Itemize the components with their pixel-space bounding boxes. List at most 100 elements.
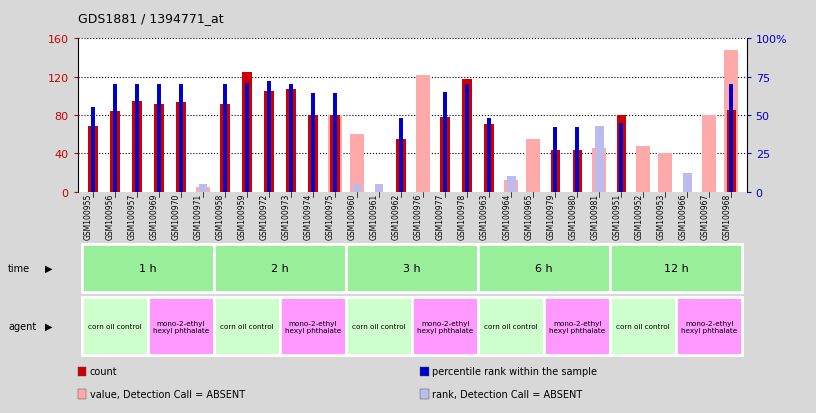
Text: mono-2-ethyl
hexyl phthalate: mono-2-ethyl hexyl phthalate	[285, 320, 341, 333]
Bar	[726, 111, 736, 192]
Text: GSM100968: GSM100968	[722, 193, 731, 239]
Bar	[179, 85, 183, 192]
Bar	[610, 244, 743, 292]
Text: ▶: ▶	[45, 263, 52, 273]
Text: GSM100972: GSM100972	[260, 193, 269, 239]
Bar	[478, 297, 544, 355]
Text: GSM100966: GSM100966	[678, 193, 687, 239]
Bar	[280, 297, 346, 355]
Bar	[727, 177, 736, 192]
Text: 3 h: 3 h	[403, 263, 421, 273]
Bar	[286, 90, 295, 192]
Text: corn oil control: corn oil control	[88, 323, 142, 329]
Text: GSM100978: GSM100978	[458, 193, 467, 239]
Bar	[157, 85, 161, 192]
Bar	[487, 119, 491, 192]
Text: mono-2-ethyl
hexyl phthalate: mono-2-ethyl hexyl phthalate	[681, 320, 738, 333]
Bar	[214, 244, 346, 292]
Text: GSM100952: GSM100952	[634, 193, 643, 239]
Bar	[658, 154, 672, 192]
Bar	[333, 94, 337, 192]
Bar	[636, 146, 650, 192]
Bar	[328, 116, 342, 192]
Bar	[465, 85, 469, 192]
Bar	[573, 151, 582, 192]
Text: GSM100961: GSM100961	[370, 193, 379, 239]
Bar	[375, 184, 384, 192]
Bar	[485, 125, 494, 192]
Bar	[198, 184, 207, 192]
Text: percentile rank within the sample: percentile rank within the sample	[432, 366, 597, 376]
Text: GSM100957: GSM100957	[128, 193, 137, 239]
Text: GSM100955: GSM100955	[84, 193, 93, 239]
Bar	[441, 118, 450, 192]
Bar	[264, 92, 273, 192]
Text: mono-2-ethyl
hexyl phthalate: mono-2-ethyl hexyl phthalate	[549, 320, 605, 333]
Text: GSM100960: GSM100960	[348, 193, 357, 239]
Text: GSM100958: GSM100958	[216, 193, 225, 239]
Text: GSM100979: GSM100979	[546, 193, 555, 239]
Bar	[544, 297, 610, 355]
Bar	[110, 112, 120, 192]
Bar	[88, 127, 98, 192]
Text: GSM100976: GSM100976	[414, 193, 423, 239]
Text: GSM100970: GSM100970	[172, 193, 181, 239]
Bar	[148, 297, 214, 355]
Bar	[196, 187, 211, 192]
Text: GSM100981: GSM100981	[590, 193, 599, 239]
Text: 2 h: 2 h	[271, 263, 289, 273]
Bar	[267, 82, 271, 192]
Bar	[553, 128, 557, 192]
Bar	[463, 79, 472, 192]
Text: GSM100969: GSM100969	[150, 193, 159, 239]
Text: 1 h: 1 h	[140, 263, 157, 273]
Bar	[702, 116, 716, 192]
Bar	[610, 297, 676, 355]
Bar	[399, 119, 403, 192]
Bar	[617, 116, 626, 192]
Text: GSM100963: GSM100963	[480, 193, 489, 239]
Bar	[353, 184, 361, 192]
Bar	[592, 149, 606, 192]
Bar	[478, 244, 610, 292]
Bar	[730, 85, 733, 192]
Text: value, Detection Call = ABSENT: value, Detection Call = ABSENT	[90, 389, 245, 399]
Text: GSM100977: GSM100977	[436, 193, 445, 239]
Bar	[330, 116, 339, 192]
Text: 6 h: 6 h	[535, 263, 553, 273]
Text: GSM100975: GSM100975	[326, 193, 335, 239]
Bar	[573, 177, 582, 192]
Text: GSM100973: GSM100973	[282, 193, 291, 239]
Bar	[443, 93, 447, 192]
Bar	[91, 108, 95, 192]
Bar	[220, 105, 229, 192]
Bar	[113, 85, 117, 192]
Bar	[154, 105, 163, 192]
Text: GSM100953: GSM100953	[656, 193, 665, 239]
Text: GSM100965: GSM100965	[524, 193, 533, 239]
Bar	[132, 101, 141, 192]
Text: GSM100971: GSM100971	[194, 193, 203, 239]
Text: GSM100974: GSM100974	[304, 193, 313, 239]
Text: corn oil control: corn oil control	[353, 323, 406, 329]
Bar	[526, 140, 540, 192]
Text: mono-2-ethyl
hexyl phthalate: mono-2-ethyl hexyl phthalate	[417, 320, 473, 333]
Bar	[350, 135, 364, 192]
Text: corn oil control: corn oil control	[220, 323, 274, 329]
Text: time: time	[8, 263, 30, 273]
Bar	[82, 244, 214, 292]
Bar	[82, 297, 148, 355]
Bar	[551, 151, 560, 192]
Bar	[245, 83, 249, 192]
Text: corn oil control: corn oil control	[485, 323, 538, 329]
Bar	[676, 297, 743, 355]
Text: mono-2-ethyl
hexyl phthalate: mono-2-ethyl hexyl phthalate	[153, 320, 209, 333]
Bar	[724, 51, 738, 192]
Bar	[176, 103, 185, 192]
Bar	[346, 244, 478, 292]
Bar	[683, 174, 692, 192]
Text: rank, Detection Call = ABSENT: rank, Detection Call = ABSENT	[432, 389, 583, 399]
Bar	[223, 85, 227, 192]
Text: agent: agent	[8, 321, 37, 331]
Bar	[507, 177, 516, 192]
